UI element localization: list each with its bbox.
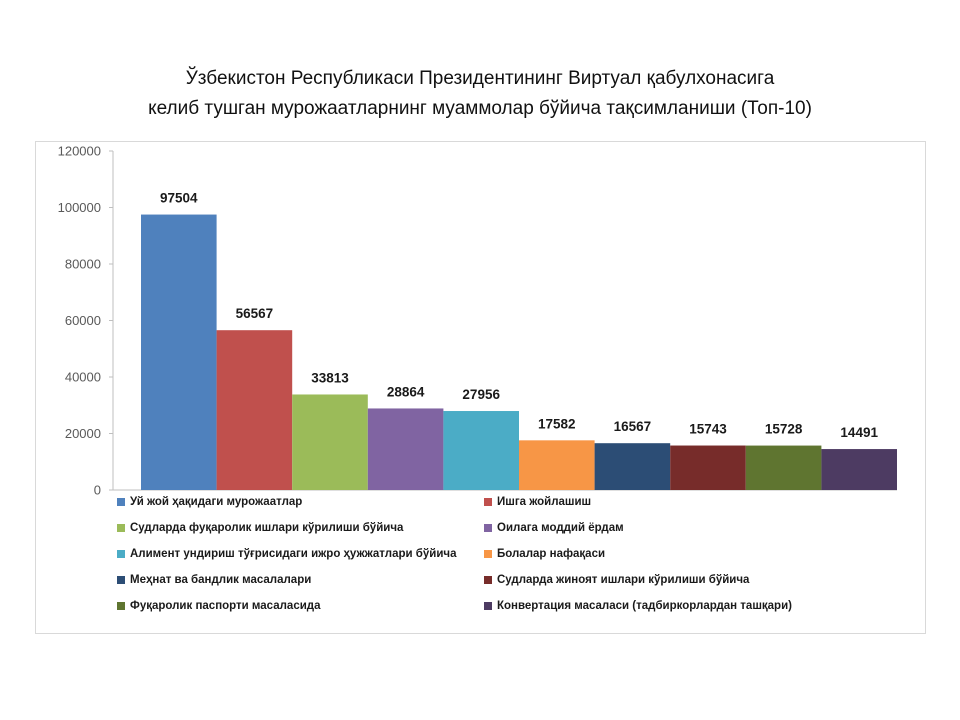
y-tick-label: 80000 (65, 257, 101, 272)
data-label: 56567 (236, 306, 274, 321)
data-label: 15728 (765, 422, 803, 437)
legend-item: Судларда жиноят ишлари кўрилиши бўйича (484, 574, 749, 586)
legend-item: Ишга жойлашиш (484, 496, 591, 508)
data-label: 16567 (614, 419, 652, 434)
chart-title: Ўзбекистон Республикаси Президентининг В… (0, 64, 960, 124)
legend-item: Уй жой ҳақидаги мурожаатлар (117, 496, 302, 508)
legend-swatch (484, 602, 492, 610)
bar (519, 440, 595, 490)
bar (670, 445, 746, 490)
legend-swatch (117, 524, 125, 532)
legend-label: Оилага моддий ёрдам (497, 522, 624, 534)
legend-item: Болалар нафақаси (484, 548, 605, 560)
data-label: 28864 (387, 384, 425, 399)
legend-label: Судларда жиноят ишлари кўрилиши бўйича (497, 574, 750, 586)
legend-swatch (484, 576, 492, 584)
bar (745, 445, 822, 490)
legend-swatch (484, 498, 492, 506)
legend-item: Алимент ундириш тўғрисидаги ижро ҳужжатл… (117, 548, 457, 560)
y-tick-label: 100000 (58, 200, 101, 215)
legend-swatch (117, 576, 125, 584)
y-tick-label: 20000 (65, 426, 101, 441)
data-label: 14491 (840, 425, 878, 440)
chart-title-line-2: келиб тушган мурожаатларнинг муаммолар б… (148, 98, 812, 119)
legend-swatch (484, 550, 492, 558)
bar (216, 330, 293, 490)
data-label: 27956 (462, 387, 500, 402)
y-tick-label: 0 (94, 483, 101, 498)
data-label: 97504 (160, 191, 198, 206)
legend-swatch (117, 550, 125, 558)
legend-label: Алимент ундириш тўғрисидаги ижро ҳужжатл… (130, 548, 457, 560)
bar (821, 449, 897, 490)
legend-item: Конвертация масаласи (тадбиркорлардан та… (484, 600, 792, 612)
y-tick-label: 60000 (65, 313, 101, 328)
legend-label: Уй жой ҳақидаги мурожаатлар (130, 496, 303, 508)
bar (367, 408, 444, 490)
y-tick-label: 120000 (58, 144, 101, 159)
data-label: 17582 (538, 416, 576, 431)
legend-label: Фуқаролик паспорти масаласида (130, 600, 321, 612)
legend-label: Меҳнат ва бандлик масалалари (130, 574, 312, 586)
data-label: 33813 (311, 370, 349, 385)
data-label: 15743 (689, 422, 727, 437)
legend-label: Болалар нафақаси (497, 548, 606, 560)
legend-label: Конвертация масаласи (тадбиркорлардан та… (497, 600, 792, 612)
legend-item: Меҳнат ва бандлик масалалари (117, 574, 311, 586)
bar (594, 443, 671, 490)
legend-swatch (484, 524, 492, 532)
legend-label: Ишга жойлашиш (497, 496, 592, 508)
bar (141, 214, 217, 490)
legend-item: Оилага моддий ёрдам (484, 522, 624, 534)
legend-swatch (117, 498, 125, 506)
chart-title-line-1: Ўзбекистон Республикаси Президентининг В… (185, 68, 775, 89)
legend-item: Фуқаролик паспорти масаласида (117, 600, 320, 612)
bar (292, 394, 368, 490)
legend-item: Судларда фуқаролик ишлари кўрилиши бўйич… (117, 522, 403, 534)
bar (443, 411, 519, 490)
legend-label: Судларда фуқаролик ишлари кўрилиши бўйич… (130, 522, 404, 534)
legend-swatch (117, 602, 125, 610)
y-tick-label: 40000 (65, 370, 101, 385)
